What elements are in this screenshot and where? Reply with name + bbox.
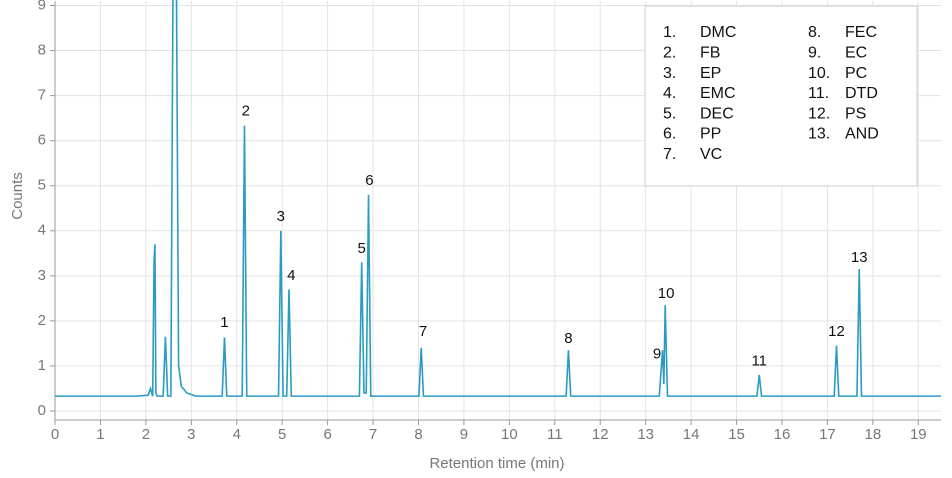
peak-label: 13 <box>851 249 868 266</box>
x-axis-title: Retention time (min) <box>429 455 564 472</box>
peak-label: 9 <box>653 346 661 363</box>
peak-label: 7 <box>419 323 427 340</box>
legend-number: 7. <box>663 146 676 163</box>
peak-label: 6 <box>365 172 373 189</box>
legend-name: DTD <box>845 85 878 102</box>
x-tick-label: 7 <box>369 426 377 443</box>
legend-number: 12. <box>808 105 830 122</box>
x-tick-label: 3 <box>187 426 195 443</box>
peak-label: 8 <box>564 330 572 347</box>
peak-label: 12 <box>828 323 845 340</box>
x-tick-label: 16 <box>774 426 791 443</box>
legend-name: EC <box>845 45 867 62</box>
y-tick-label: 5 <box>38 177 46 194</box>
legend-name: DMC <box>700 24 736 41</box>
legend-number: 5. <box>663 105 676 122</box>
legend-name: VC <box>700 146 722 163</box>
legend-number: 11. <box>808 85 829 102</box>
peak-label: 3 <box>277 208 285 225</box>
y-tick-label: 7 <box>38 87 46 104</box>
legend-number: 3. <box>663 65 676 82</box>
x-tick-label: 14 <box>683 426 700 443</box>
peak-label: 4 <box>287 267 295 284</box>
y-tick-label: 4 <box>38 222 46 239</box>
y-tick-label: 9 <box>38 0 46 13</box>
x-tick-label: 6 <box>323 426 331 443</box>
legend-number: 1. <box>663 24 676 41</box>
peak-label: 5 <box>358 240 366 257</box>
peak-label: 10 <box>658 285 675 302</box>
legend-name: EP <box>700 65 721 82</box>
y-tick-label: 0 <box>38 402 46 419</box>
peak-label: 1 <box>220 314 228 331</box>
x-tick-label: 5 <box>278 426 286 443</box>
legend-number: 2. <box>663 45 676 62</box>
x-tick-label: 2 <box>142 426 150 443</box>
y-tick-label: 8 <box>38 42 46 59</box>
legend-box <box>644 5 918 187</box>
legend-name: PC <box>845 65 867 82</box>
legend-number: 6. <box>663 126 676 143</box>
legend-name: FB <box>700 45 720 62</box>
x-tick-label: 13 <box>637 426 654 443</box>
x-tick-label: 18 <box>865 426 882 443</box>
x-tick-label: 19 <box>910 426 927 443</box>
legend-name: PP <box>700 126 721 143</box>
y-tick-label: 1 <box>38 357 46 374</box>
y-axis-title: Counts <box>9 172 26 220</box>
peak-label: 2 <box>242 102 250 119</box>
y-tick-label: 6 <box>38 132 46 149</box>
legend-number: 13. <box>808 126 830 143</box>
legend-name: PS <box>845 105 866 122</box>
x-tick-label: 8 <box>414 426 422 443</box>
x-tick-label: 0 <box>51 426 59 443</box>
x-tick-label: 12 <box>592 426 609 443</box>
legend-number: 8. <box>808 24 821 41</box>
x-tick-label: 11 <box>547 426 563 443</box>
legend-number: 9. <box>808 45 821 62</box>
legend-name: AND <box>845 126 879 143</box>
x-tick-label: 4 <box>233 426 241 443</box>
y-tick-label: 2 <box>38 312 46 329</box>
x-tick-label: 10 <box>501 426 518 443</box>
legend-name: EMC <box>700 85 736 102</box>
peak-label: 11 <box>751 352 767 369</box>
x-tick-label: 9 <box>460 426 468 443</box>
x-tick-label: 15 <box>728 426 745 443</box>
legend-name: DEC <box>700 105 734 122</box>
x-tick-label: 17 <box>819 426 836 443</box>
y-tick-label: 3 <box>38 267 46 284</box>
x-tick-label: 1 <box>96 426 104 443</box>
legend-number: 10. <box>808 65 830 82</box>
legend: 1. DMC 2. FB 3. EP 4. EMC 5. DEC 6. PP 7. VC 8. FEC 9. EC… <box>644 5 918 187</box>
trace-line <box>55 0 941 397</box>
legend-number: 4. <box>663 85 676 102</box>
legend-name: FEC <box>845 24 877 41</box>
